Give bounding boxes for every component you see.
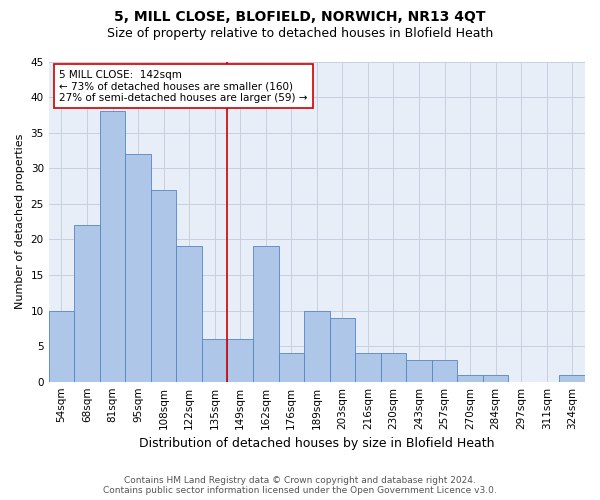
Bar [100, 112, 125, 382]
Bar [74, 225, 100, 382]
Bar [125, 154, 151, 382]
Bar [380, 353, 406, 382]
Text: 5, MILL CLOSE, BLOFIELD, NORWICH, NR13 4QT: 5, MILL CLOSE, BLOFIELD, NORWICH, NR13 4… [114, 10, 486, 24]
Bar [253, 246, 278, 382]
Bar [457, 374, 483, 382]
Bar [227, 339, 253, 382]
Text: 5 MILL CLOSE:  142sqm
← 73% of detached houses are smaller (160)
27% of semi-det: 5 MILL CLOSE: 142sqm ← 73% of detached h… [59, 70, 308, 102]
Bar [483, 374, 508, 382]
Bar [202, 339, 227, 382]
Bar [355, 353, 380, 382]
Bar [304, 310, 329, 382]
Bar [559, 374, 585, 382]
Text: Size of property relative to detached houses in Blofield Heath: Size of property relative to detached ho… [107, 28, 493, 40]
Y-axis label: Number of detached properties: Number of detached properties [15, 134, 25, 310]
Bar [151, 190, 176, 382]
Text: Contains HM Land Registry data © Crown copyright and database right 2024.
Contai: Contains HM Land Registry data © Crown c… [103, 476, 497, 495]
Bar [278, 353, 304, 382]
Bar [432, 360, 457, 382]
Bar [329, 318, 355, 382]
Bar [406, 360, 432, 382]
Bar [49, 310, 74, 382]
Bar [176, 246, 202, 382]
X-axis label: Distribution of detached houses by size in Blofield Heath: Distribution of detached houses by size … [139, 437, 494, 450]
